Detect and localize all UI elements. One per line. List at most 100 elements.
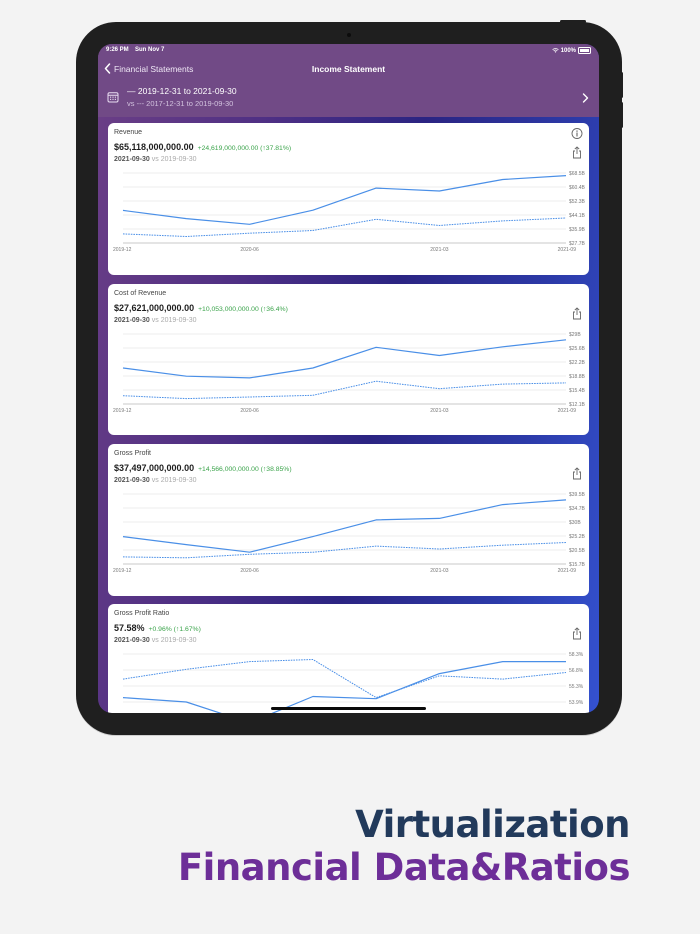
svg-text:$34.7B: $34.7B <box>569 506 586 512</box>
status-time: 9:26 PM <box>106 47 129 53</box>
metric-value-text: $27,621,000,000.00 <box>114 303 195 313</box>
svg-text:$29B: $29B <box>569 332 581 338</box>
svg-text:2021-03: 2021-03 <box>430 408 449 414</box>
metric-value: $37,497,000,000.00 +14,566,000,000.00 (↑3… <box>114 463 292 473</box>
svg-text:$27.7B: $27.7B <box>569 241 586 247</box>
line-chart[interactable]: 58.3% 56.8% 55.3% 53.9% <box>108 604 589 713</box>
svg-text:2019-12: 2019-12 <box>113 408 132 414</box>
svg-text:$44.1B: $44.1B <box>569 213 586 219</box>
date-range-selector[interactable]: — 2019-12-31 to 2021-09-30 vs --- 2017-1… <box>98 82 599 114</box>
svg-text:$60.4B: $60.4B <box>569 185 586 191</box>
svg-text:$52.3B: $52.3B <box>569 199 586 205</box>
metric-delta: +14,566,000,000.00 (↑38.85%) <box>198 466 292 473</box>
line-chart[interactable]: $39.5B $34.7B $30B $25.2B $20.5B $15.7B 2019-1… <box>108 444 589 596</box>
metric-value: 57.58% +0.96% (↑1.67%) <box>114 623 201 633</box>
svg-text:$25.6B: $25.6B <box>569 346 586 352</box>
svg-text:$68.5B: $68.5B <box>569 171 586 177</box>
metric-date: 2021-09-30 vs 2019-09-30 <box>114 477 197 484</box>
share-icon[interactable] <box>571 627 583 640</box>
promo-subheadline: Financial Data&Ratios <box>177 846 631 889</box>
svg-text:58.3%: 58.3% <box>569 652 584 658</box>
svg-text:$18.8B: $18.8B <box>569 374 586 380</box>
current-date: 2021-09-30 <box>114 477 150 484</box>
camera <box>347 33 351 37</box>
svg-text:2020-06: 2020-06 <box>240 568 259 574</box>
metric-delta: +24,619,000,000.00 (↑37.81%) <box>197 145 292 152</box>
svg-text:2020-06: 2020-06 <box>240 408 259 414</box>
metric-label: Gross Profit Ratio <box>114 610 170 617</box>
metric-card[interactable]: 58.3% 56.8% 55.3% 53.9% Gross Profit Ratio … <box>108 604 589 713</box>
current-date: 2021-09-30 <box>114 156 150 163</box>
home-indicator <box>271 707 426 710</box>
svg-text:2019-12: 2019-12 <box>113 568 132 574</box>
metric-label: Cost of Revenue <box>114 290 167 297</box>
header: 9:26 PM Sun Nov 7 100% Financial Stateme… <box>98 44 599 117</box>
navigation-bar: Financial Statements Income Statement <box>98 63 599 77</box>
svg-text:$22.2B: $22.2B <box>569 360 586 366</box>
metric-date: 2021-09-30 vs 2019-09-30 <box>114 156 197 163</box>
metric-card[interactable]: $68.5B $60.4B $52.3B $44.1B $35.9B $27.7B 2019… <box>108 123 589 275</box>
back-button[interactable]: Financial Statements <box>104 63 193 74</box>
svg-text:$15.4B: $15.4B <box>569 388 586 394</box>
compare-date: vs 2019-09-30 <box>151 156 197 163</box>
metric-card[interactable]: $29B $25.6B $22.2B $18.8B $15.4B $12.1B 2019-1… <box>108 284 589 435</box>
compare-date: vs 2019-09-30 <box>151 477 197 484</box>
svg-text:2021-03: 2021-03 <box>430 568 449 574</box>
back-label: Financial Statements <box>114 63 194 74</box>
svg-text:$15.7B: $15.7B <box>569 562 586 568</box>
metric-label: Gross Profit <box>114 450 151 457</box>
calendar-icon <box>107 92 119 103</box>
svg-text:$39.5B: $39.5B <box>569 492 586 498</box>
current-date: 2021-09-30 <box>114 317 150 324</box>
battery-percent: 100% <box>560 47 576 54</box>
svg-text:2021-03: 2021-03 <box>430 247 449 253</box>
chevron-right-icon <box>582 93 589 103</box>
status-date: Sun Nov 7 <box>135 47 165 53</box>
metric-delta: +10,053,000,000.00 (↑36.4%) <box>198 306 288 313</box>
compare-date: vs 2019-09-30 <box>151 317 197 324</box>
svg-text:$12.1B: $12.1B <box>569 402 586 408</box>
svg-text:2019-12: 2019-12 <box>113 247 132 253</box>
svg-text:$20.5B: $20.5B <box>569 548 586 554</box>
chevron-left-icon <box>104 63 111 74</box>
share-icon[interactable] <box>571 307 583 320</box>
svg-text:$30B: $30B <box>569 520 581 526</box>
device-volume-button <box>620 102 623 128</box>
svg-text:2021-09: 2021-09 <box>558 408 577 414</box>
metric-date: 2021-09-30 vs 2019-09-30 <box>114 637 197 644</box>
wifi-icon <box>551 48 559 53</box>
svg-text:$35.9B: $35.9B <box>569 227 586 233</box>
date-range-primary: — 2019-12-31 to 2021-09-30 <box>127 86 237 96</box>
svg-text:2021-09: 2021-09 <box>558 568 577 574</box>
metric-card[interactable]: $39.5B $34.7B $30B $25.2B $20.5B $15.7B 2019-1… <box>108 444 589 596</box>
metric-value-text: $37,497,000,000.00 <box>114 463 195 473</box>
promo-headline: Virtualization <box>355 803 630 846</box>
svg-text:56.8%: 56.8% <box>569 668 584 674</box>
svg-text:$25.2B: $25.2B <box>569 534 586 540</box>
compare-date: vs 2019-09-30 <box>151 637 197 644</box>
svg-text:2021-09: 2021-09 <box>558 247 577 253</box>
metric-delta: +0.96% (↑1.67%) <box>148 626 201 633</box>
device-top-button <box>560 20 586 23</box>
svg-text:53.9%: 53.9% <box>569 700 584 706</box>
metric-date: 2021-09-30 vs 2019-09-30 <box>114 317 197 324</box>
share-icon[interactable] <box>571 467 583 480</box>
metric-value: $27,621,000,000.00 +10,053,000,000.00 (↑3… <box>114 303 288 313</box>
battery-icon <box>578 47 591 54</box>
metric-value: $65,118,000,000.00 +24,619,000,000.00 (↑3… <box>114 142 291 152</box>
svg-text:55.3%: 55.3% <box>569 684 584 690</box>
date-range-compare: vs --- 2017-12-31 to 2019-09-30 <box>127 99 234 108</box>
svg-text:2020-06: 2020-06 <box>240 247 259 253</box>
line-chart[interactable]: $68.5B $60.4B $52.3B $44.1B $35.9B $27.7B 2019… <box>108 123 589 275</box>
page-title: Income Statement <box>311 64 386 74</box>
metric-label: Revenue <box>114 129 143 136</box>
app-screen: 9:26 PM Sun Nov 7 100% Financial Stateme… <box>98 44 599 713</box>
line-chart[interactable]: $29B $25.6B $22.2B $18.8B $15.4B $12.1B 2019-1… <box>108 284 589 435</box>
metric-value-text: $65,118,000,000.00 <box>114 142 194 152</box>
status-bar: 9:26 PM Sun Nov 7 100% <box>106 46 591 56</box>
share-icon[interactable] <box>571 146 583 159</box>
device-volume-button <box>620 72 623 98</box>
info-icon[interactable] <box>571 127 583 140</box>
current-date: 2021-09-30 <box>114 637 150 644</box>
metric-value-text: 57.58% <box>114 623 145 633</box>
